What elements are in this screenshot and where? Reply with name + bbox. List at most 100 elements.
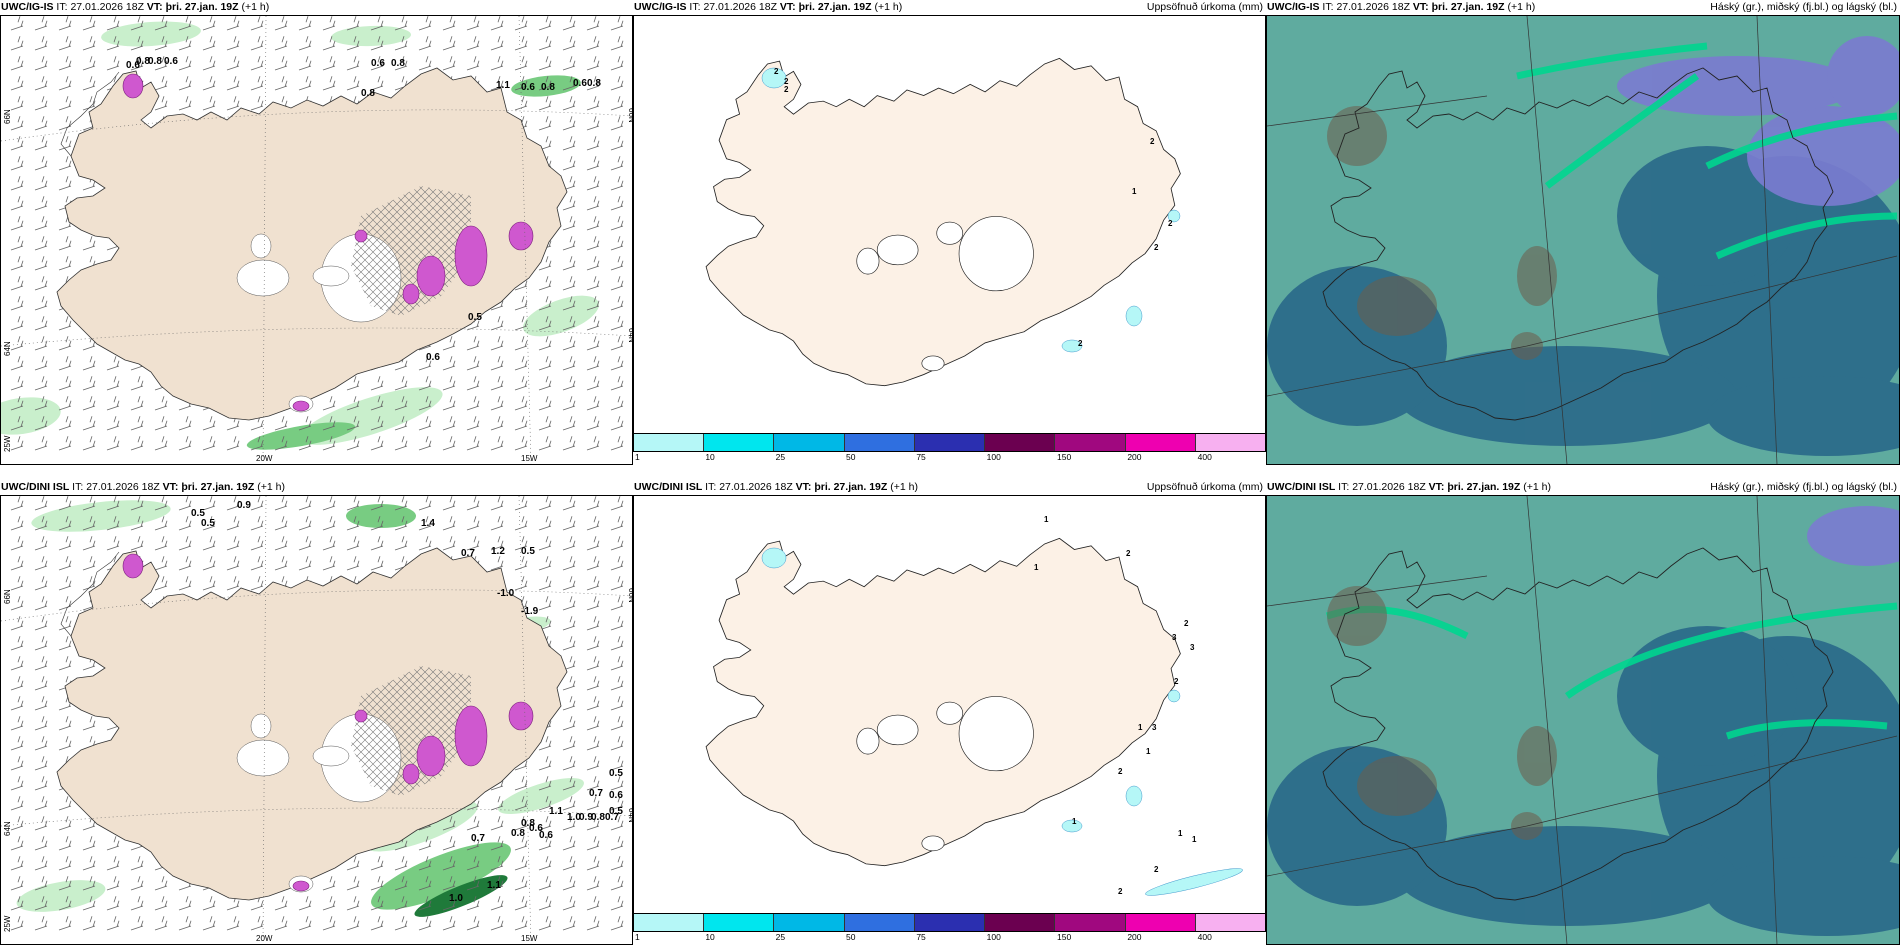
wind-barb — [34, 796, 48, 811]
low-cloud — [1397, 346, 1737, 446]
wind-barb — [490, 816, 504, 831]
wind-barb — [586, 576, 600, 591]
wind-barb — [466, 436, 480, 451]
wind-barb — [10, 156, 24, 171]
wind-barb — [610, 916, 624, 931]
wind-barb — [610, 436, 624, 451]
wind-barb — [442, 916, 456, 931]
wind-barb — [10, 856, 24, 871]
wind-barb — [418, 436, 432, 451]
panel-header: UWC/IG-IS IT: 27.01.2026 18Z VT: þri. 27… — [1266, 0, 1900, 15]
panel-header: UWC/IG-IS IT: 27.01.2026 18Z VT: þri. 27… — [633, 0, 1266, 15]
wind-barb — [586, 676, 600, 691]
wind-barb — [298, 536, 312, 551]
terrain-patch — [1357, 276, 1437, 336]
wind-barb — [466, 836, 480, 851]
wind-barb — [586, 916, 600, 931]
wind-barb — [250, 436, 264, 451]
wind-barb — [274, 416, 288, 431]
panel-header: UWC/DINI ISL IT: 27.01.2026 18Z VT: þri.… — [0, 480, 633, 495]
wind-barb — [514, 336, 528, 351]
glacier — [921, 355, 945, 372]
wind-barb — [226, 496, 240, 511]
precip-value-label: 2 — [1126, 549, 1131, 558]
wind-barb — [466, 396, 480, 411]
wind-barb — [82, 376, 96, 391]
wind-barb — [106, 376, 120, 391]
lead-time: (+1 h) — [1507, 1, 1536, 13]
wind-barb — [322, 36, 336, 51]
wind-barb — [586, 256, 600, 271]
wind-barb — [610, 616, 624, 631]
wind-barb — [586, 656, 600, 671]
glacier — [250, 233, 272, 259]
wind-barb — [10, 136, 24, 151]
meridian-15 — [518, 496, 532, 944]
iceland-land — [705, 57, 1181, 387]
wind-barb — [394, 896, 408, 911]
it-label: IT: — [1322, 1, 1334, 13]
it-value: 27.01.2026 18Z — [1352, 481, 1426, 493]
lat-label-66n-right: 66N — [627, 588, 632, 603]
wind-barb — [130, 876, 144, 891]
wind-barb — [586, 96, 600, 111]
wind-barb — [562, 676, 576, 691]
colorbar-tick-label: 75 — [916, 932, 926, 942]
wind-value-label: 0.6 — [371, 58, 385, 69]
colorbar-tick-label: 150 — [1057, 932, 1072, 942]
wind-barb — [58, 356, 72, 371]
wind-barb — [538, 16, 552, 31]
wind-barb — [586, 616, 600, 631]
map-title: Háský (gr.), miðský (fj.bl.) og lágský (… — [1710, 1, 1897, 13]
wind-barb — [82, 716, 96, 731]
wind-value-label: 0.6 — [609, 790, 623, 801]
wind-barb — [10, 576, 24, 591]
vt-value: þri. 27.jan. 19Z — [165, 1, 239, 13]
wind-barb — [466, 356, 480, 371]
wind-barb — [58, 176, 72, 191]
wind-barb — [154, 36, 168, 51]
wind-barb — [562, 756, 576, 771]
wind-barb — [34, 196, 48, 211]
wind-barb — [586, 716, 600, 731]
wind-barb — [34, 636, 48, 651]
wind-barb — [514, 376, 528, 391]
wind-barb — [586, 636, 600, 651]
wind-value-label: 0.5 — [201, 518, 215, 529]
wind-barb — [82, 916, 96, 931]
wind-barb — [274, 56, 288, 71]
wind-barb — [298, 56, 312, 71]
vt-value: þri. 27.jan. 19Z — [181, 481, 255, 493]
it-label: IT: — [705, 481, 717, 493]
grid-line — [1267, 255, 1898, 397]
convective-cell — [454, 225, 488, 287]
precip-value-label: 1 — [1146, 747, 1151, 756]
wind-barb — [538, 76, 552, 91]
wind-barb — [250, 496, 264, 511]
wind-barb — [10, 316, 24, 331]
high-cloud-layer — [1516, 42, 1898, 260]
wind-barb — [130, 16, 144, 31]
vt-label: VT: — [1428, 481, 1445, 493]
wind-barb — [58, 616, 72, 631]
wind-barb — [610, 796, 624, 811]
wind-barb — [346, 516, 360, 531]
wind-barb — [418, 916, 432, 931]
wind-barb — [610, 576, 624, 591]
convective-cell — [416, 255, 446, 297]
wind-barb — [466, 876, 480, 891]
precip-value-label: 2 — [1154, 243, 1159, 252]
cloud-map-canvas — [1267, 496, 1899, 944]
wind-barb — [370, 916, 384, 931]
wind-barb — [538, 316, 552, 331]
wind-barb — [538, 296, 552, 311]
wind-barb — [226, 16, 240, 31]
wind-barb — [514, 56, 528, 71]
wind-barb — [562, 16, 576, 31]
wind-barb — [610, 396, 624, 411]
terrain-patch — [1327, 586, 1387, 646]
map-title: Uppsöfnuð úrkoma (mm) — [1146, 481, 1263, 493]
